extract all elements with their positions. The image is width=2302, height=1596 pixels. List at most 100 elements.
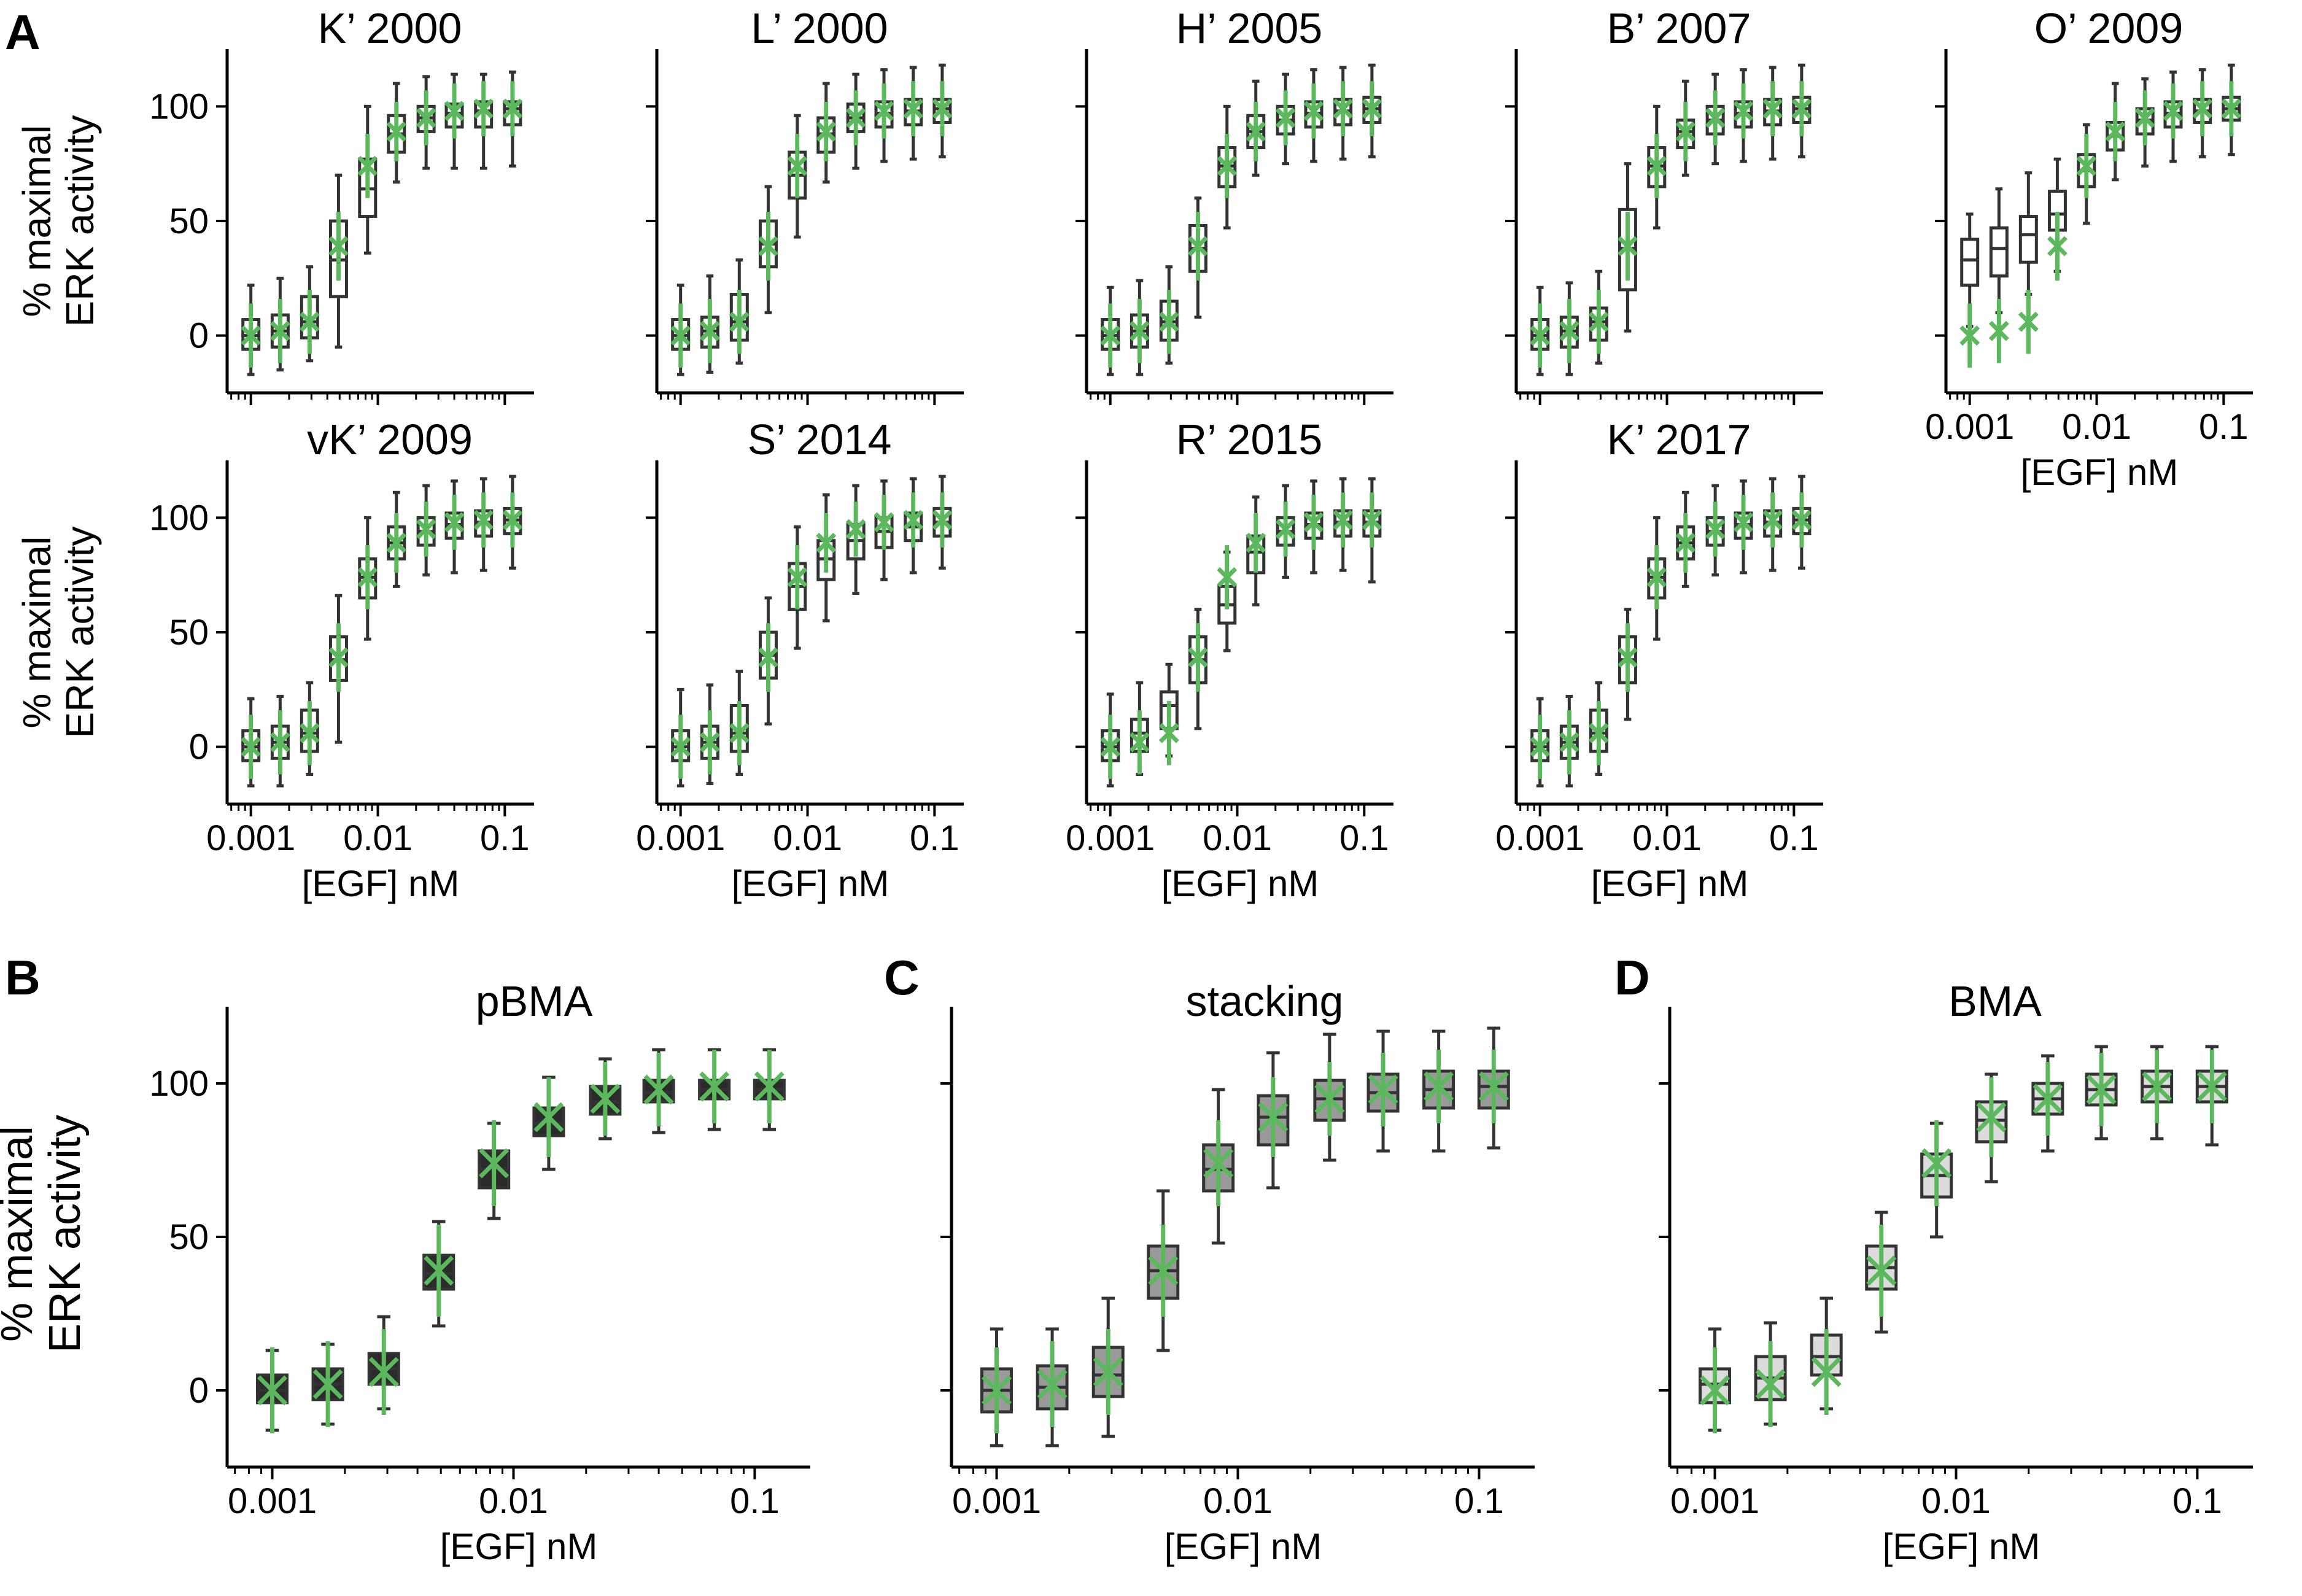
panel-a-5-xtick-label: 0.01 xyxy=(343,818,413,858)
panel-a-0-axes xyxy=(216,49,534,405)
panel-a-5-ytick-label: 100 xyxy=(149,498,209,538)
panel-a-6-xtick-label: 0.01 xyxy=(773,818,842,858)
panel-a-0-exp-mean xyxy=(502,98,523,119)
panel-a-5-x-axis-label: [EGF] nM xyxy=(302,863,460,904)
panel-d-exp-mean xyxy=(1866,1255,1897,1286)
panel-b-exp-mean xyxy=(368,1357,399,1387)
panel-a-3-exp-mean xyxy=(1762,98,1783,119)
panel-b-ytick-label: 100 xyxy=(149,1064,209,1104)
panel-a-7-exp-mean xyxy=(1129,732,1150,753)
panel-a-2-axes xyxy=(1075,49,1393,405)
panel-b-ylabel-line1: % maximal xyxy=(0,1126,42,1342)
panel-b-xtick-label: 0.01 xyxy=(479,1481,548,1521)
panel-c-xtick-label: 0.1 xyxy=(1454,1481,1504,1521)
panel-b-letter: B xyxy=(5,950,41,1005)
panel-a-0-exp-mean xyxy=(241,325,262,346)
panel-d-exp-mean xyxy=(1921,1148,1952,1179)
panel-a-8-xtick-label: 0.001 xyxy=(1495,818,1584,858)
panel-a-4-exp-mean xyxy=(1959,325,1980,346)
panel-a-4-box xyxy=(1960,238,1980,287)
panel-d-axes xyxy=(1659,1007,2253,1479)
panel-a-6-exp-mean xyxy=(845,519,866,540)
panel-a-7-exp-mean xyxy=(1100,737,1121,757)
panel-d-exp-mean xyxy=(2142,1071,2172,1102)
panel-a-0-ytick-label: 100 xyxy=(149,87,209,126)
panel-a-2-exp-mean xyxy=(1333,98,1354,119)
panel-a-5-exp-mean xyxy=(357,567,378,587)
panel-a-0-ytick-label: 0 xyxy=(189,316,209,356)
panel-a-3-exp-mean xyxy=(1733,101,1754,122)
panel-b-title: pBMA xyxy=(476,977,593,1025)
panel-a-8-x-axis-label: [EGF] nM xyxy=(1591,863,1749,904)
panel-a-8-xtick-label: 0.1 xyxy=(1769,818,1819,858)
panel-d-x-axis-label: [EGF] nM xyxy=(1883,1526,2040,1567)
panel-a-5-exp-mean xyxy=(328,647,349,668)
panel-a-3-exp-mean xyxy=(1791,98,1812,119)
panel-c-exp-mean xyxy=(1258,1102,1289,1133)
panel-a-7-xtick-label: 0.001 xyxy=(1066,818,1155,858)
panel-a-5-exp-mean xyxy=(502,509,523,530)
panel-a-8-exp-mean xyxy=(1530,737,1551,757)
panel-a-2-exp-mean xyxy=(1275,107,1296,128)
panel-a-4-exp-mean xyxy=(2134,107,2155,128)
panel-d-exp-mean xyxy=(1755,1369,1786,1400)
panel-a-6-exp-mean xyxy=(932,509,953,530)
panel-c-x-axis-label: [EGF] nM xyxy=(1165,1526,1322,1567)
panel-a-3-exp-mean xyxy=(1675,121,1696,142)
panel-a-2-exp-mean xyxy=(1362,98,1382,119)
panel-a-5-exp-mean xyxy=(241,737,262,757)
panel-c-xtick-label: 0.01 xyxy=(1203,1481,1273,1521)
panel-a-2-exp-mean xyxy=(1246,121,1266,142)
panel-b-ytick-label: 50 xyxy=(169,1217,209,1257)
panel-a-2-exp-mean xyxy=(1303,101,1324,122)
panel-a-letter: A xyxy=(5,5,41,60)
panel-a-0-exp-mean xyxy=(386,121,407,142)
panel-a-2-title: H’ 2005 xyxy=(1176,4,1323,52)
panel-a-4-xtick-label: 0.001 xyxy=(1925,407,2014,447)
panel-a-8-xtick-label: 0.01 xyxy=(1632,818,1702,858)
panel-d-exp-mean xyxy=(2033,1083,2063,1114)
panel-a-0-exp-mean xyxy=(416,107,436,128)
panel-c-exp-mean xyxy=(1314,1083,1345,1114)
panel-c-letter: C xyxy=(884,950,920,1005)
panel-a-4-xtick-label: 0.1 xyxy=(2199,407,2249,447)
panel-a-7-exp-mean xyxy=(1303,512,1324,533)
panel-d-exp-mean xyxy=(1811,1357,1842,1387)
panel-a-7-exp-mean xyxy=(1217,567,1238,587)
panel-a-5-ytick-label: 50 xyxy=(169,613,209,653)
panel-d-xtick-label: 0.001 xyxy=(1670,1481,1759,1521)
panel-a-6-x-axis-label: [EGF] nM xyxy=(732,863,889,904)
panel-a-7-xtick-label: 0.01 xyxy=(1203,818,1272,858)
panel-a-1-exp-mean xyxy=(816,121,837,142)
panel-a-8-exp-mean xyxy=(1646,567,1667,587)
panel-c-title: stacking xyxy=(1186,977,1344,1025)
panel-a-4-box xyxy=(1989,226,2009,278)
panel-a-6-exp-mean xyxy=(874,512,894,533)
panel-b-exp-mean xyxy=(479,1148,510,1179)
panel-a-7-title: R’ 2015 xyxy=(1176,416,1323,463)
panel-a-8-exp-mean xyxy=(1617,647,1638,668)
panel-a-5-exp-mean xyxy=(416,519,436,540)
panel-a-2-exp-mean xyxy=(1217,155,1238,176)
panel-b-exp-mean xyxy=(424,1255,454,1286)
panel-d-xtick-label: 0.1 xyxy=(2172,1481,2222,1521)
panel-a-7-exp-mean xyxy=(1275,519,1296,540)
panel-b-ytick-label: 0 xyxy=(189,1371,209,1411)
panel-a-6-xtick-label: 0.001 xyxy=(636,818,725,858)
panel-a-3-exp-mean xyxy=(1530,325,1551,346)
panel-a-6-exp-mean xyxy=(816,532,837,553)
panel-a-ylabel-line2-1: ERK activity xyxy=(58,527,102,738)
panel-a-1-exp-mean xyxy=(729,311,750,332)
panel-a-4-title: O’ 2009 xyxy=(2034,4,2184,52)
panel-a-3-title: B’ 2007 xyxy=(1607,4,1751,52)
panel-a-5-exp-mean xyxy=(269,732,290,753)
panel-c-axes xyxy=(940,1007,1535,1479)
panel-a-5-exp-mean xyxy=(444,512,465,533)
panel-a-3-exp-mean xyxy=(1705,107,1726,128)
panel-a-2-exp-mean xyxy=(1129,320,1150,341)
panel-a-4-exp-mean xyxy=(2221,98,2242,119)
panel-a-3-exp-mean xyxy=(1559,320,1579,341)
panel-a-5-ytick-label: 0 xyxy=(189,727,209,767)
panel-a-5-xtick-label: 0.1 xyxy=(480,818,530,858)
panel-c-exp-mean xyxy=(1424,1071,1454,1102)
